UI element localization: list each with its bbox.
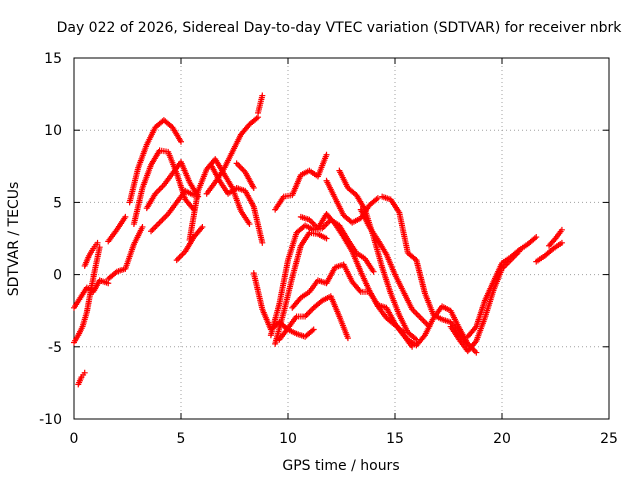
- data-points: [71, 92, 565, 388]
- series-arc08: [130, 147, 197, 228]
- series-arc24: [323, 177, 381, 226]
- x-tick-label: 10: [279, 431, 297, 447]
- y-tick-labels: -10 -5 0 5 10 15: [39, 51, 62, 428]
- series-arc31: [533, 239, 565, 265]
- data-point: [464, 340, 471, 347]
- series-arc32: [546, 226, 565, 249]
- data-point: [533, 234, 540, 241]
- series-arc11: [173, 223, 206, 264]
- data-point: [259, 92, 266, 99]
- data-point: [370, 268, 377, 275]
- data-point: [558, 226, 565, 233]
- y-axis-label: SDTVAR / TECUs: [6, 182, 22, 297]
- data-point: [374, 195, 381, 202]
- series-arc05: [105, 223, 146, 282]
- data-point: [323, 151, 330, 158]
- data-point: [259, 239, 266, 246]
- data-point: [199, 223, 206, 230]
- x-tick-labels: 0 5 10 15 20 25: [70, 431, 618, 447]
- y-tick-label: 15: [44, 51, 62, 67]
- series-arc30: [464, 234, 540, 340]
- data-point: [139, 223, 146, 230]
- data-point: [81, 369, 88, 376]
- data-point: [178, 138, 184, 145]
- series-arc14: [207, 161, 266, 246]
- x-tick-label: 20: [493, 431, 511, 447]
- data-point: [558, 239, 565, 246]
- series-arc19: [272, 229, 330, 347]
- series-arc23: [297, 210, 407, 336]
- data-point: [190, 192, 197, 199]
- data-point: [94, 239, 101, 246]
- series-arc03: [75, 369, 88, 388]
- x-tick-label: 0: [70, 431, 79, 447]
- series-arc09: [143, 158, 202, 212]
- series-arc07: [126, 117, 184, 206]
- series-arc12: [186, 156, 253, 243]
- x-tick-label: 25: [600, 431, 618, 447]
- x-tick-label: 15: [386, 431, 404, 447]
- data-point: [310, 326, 317, 333]
- series-arc15: [255, 92, 266, 116]
- axis-ticks: [73, 57, 610, 420]
- y-tick-label: -5: [48, 340, 62, 356]
- plot-frame: [73, 57, 610, 420]
- series-arc04: [81, 239, 101, 269]
- x-tick-label: 5: [177, 431, 186, 447]
- grid: [74, 58, 609, 419]
- series-arc13: [203, 114, 262, 197]
- series-arc06: [105, 213, 129, 245]
- chart-title: Day 022 of 2026, Sidereal Day-to-day VTE…: [57, 20, 623, 36]
- data-point: [250, 184, 257, 191]
- data-point: [473, 349, 480, 356]
- y-tick-label: -10: [39, 412, 62, 428]
- y-tick-label: 0: [53, 268, 62, 284]
- series-arc02: [71, 244, 103, 346]
- y-tick-label: 5: [53, 195, 62, 211]
- data-point: [344, 335, 351, 342]
- series-arc10: [148, 187, 197, 235]
- y-tick-label: 10: [44, 123, 62, 139]
- series-arc28: [396, 303, 471, 349]
- series-arc18: [276, 293, 351, 343]
- data-point: [323, 235, 330, 242]
- x-axis-label: GPS time / hours: [282, 458, 399, 474]
- series-arc21: [272, 151, 330, 213]
- data-point: [122, 213, 129, 220]
- series-arc16: [233, 160, 257, 191]
- data-point: [246, 221, 253, 228]
